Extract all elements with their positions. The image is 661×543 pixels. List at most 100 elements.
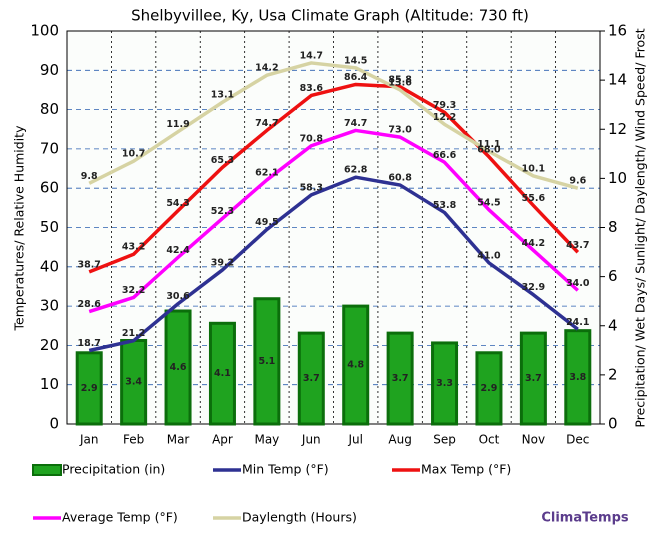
bar-value-label: 3.8 — [569, 372, 586, 383]
x-tick-label: Jan — [79, 433, 99, 447]
bar — [297, 331, 325, 426]
x-tick-label: Oct — [479, 433, 500, 447]
y-axis-title: Temperatures/ Relative Humidity — [12, 125, 27, 332]
line-value-label: 14.7 — [300, 50, 323, 61]
bar — [475, 351, 503, 426]
line-value-label: 18.7 — [77, 338, 100, 349]
line-value-label: 86.4 — [344, 72, 368, 83]
line-value-label: 11.9 — [166, 119, 189, 130]
line-value-label: 54.3 — [166, 198, 189, 209]
bar-value-label: 4.1 — [214, 368, 231, 379]
line-value-label: 14.2 — [255, 63, 278, 74]
line-value-label: 32.2 — [122, 285, 145, 296]
bar — [386, 331, 414, 426]
y-tick-label: 70 — [40, 139, 59, 157]
y2-tick-label: 2 — [608, 365, 618, 383]
line-value-label: 10.7 — [122, 149, 145, 160]
line-value-label: 79.3 — [433, 100, 456, 111]
line-value-label: 32.9 — [522, 282, 545, 293]
bar — [564, 329, 592, 426]
x-tick-label: Dec — [566, 433, 589, 447]
legend-label: Precipitation (in) — [62, 462, 165, 477]
bar — [431, 341, 459, 426]
line-value-label: 9.6 — [569, 176, 586, 187]
line-value-label: 54.5 — [477, 197, 500, 208]
line-value-label: 74.7 — [255, 118, 278, 129]
line-value-label: 28.6 — [77, 299, 101, 310]
line-value-label: 43.2 — [122, 242, 145, 253]
line-value-label: 10.1 — [522, 163, 545, 174]
line-value-label: 66.6 — [433, 150, 457, 161]
line-value-label: 13.1 — [211, 90, 234, 101]
watermark: ClimaTemps — [541, 511, 629, 526]
line-value-label: 60.8 — [388, 173, 412, 184]
line-value-label: 38.7 — [77, 259, 100, 270]
y-tick-label: 80 — [40, 100, 59, 118]
bar-value-label: 3.7 — [525, 373, 542, 384]
y-tick-label: 60 — [40, 179, 59, 197]
bar-value-label: 3.7 — [303, 373, 320, 384]
legend-label: Average Temp (°F) — [62, 510, 178, 525]
y2-tick-label: 14 — [608, 71, 627, 89]
y2-tick-label: 6 — [608, 267, 618, 285]
line-value-label: 44.2 — [522, 238, 545, 249]
line — [88, 175, 579, 353]
bar-value-label: 2.9 — [481, 383, 498, 394]
x-tick-label: May — [254, 433, 279, 447]
line — [88, 128, 579, 314]
line-value-label: 85.8 — [388, 74, 412, 85]
y-tick-label: 90 — [40, 61, 59, 79]
line-value-label: 24.1 — [566, 317, 589, 328]
y-tick-label: 40 — [40, 257, 59, 275]
bar — [164, 309, 192, 426]
bar-value-label: 4.6 — [170, 362, 187, 373]
line-value-label: 74.7 — [344, 118, 367, 129]
line-value-label: 34.0 — [566, 278, 590, 289]
y2-tick-label: 0 — [608, 415, 618, 433]
x-tick-label: Apr — [212, 433, 233, 447]
y2-tick-label: 12 — [608, 120, 627, 138]
x-tick-label: Sep — [433, 433, 456, 447]
bar — [208, 321, 236, 426]
y-tick-label: 100 — [30, 22, 59, 40]
x-tick-label: Feb — [123, 433, 144, 447]
plot-frame — [66, 30, 601, 425]
line-value-label: 39.2 — [211, 257, 234, 268]
bar-value-label: 4.8 — [347, 360, 364, 371]
x-tick-label: Jul — [347, 433, 362, 447]
bar-value-label: 2.9 — [81, 383, 98, 394]
y2-tick-label: 16 — [608, 22, 627, 40]
line-value-label: 42.4 — [166, 245, 190, 256]
line-value-label: 62.1 — [255, 167, 278, 178]
bar-value-label: 5.1 — [258, 356, 275, 367]
y-tick-label: 0 — [49, 415, 59, 433]
legend-label: Max Temp (°F) — [421, 462, 511, 477]
bar — [75, 351, 103, 426]
line-value-label: 73.0 — [388, 125, 412, 136]
line-value-label: 43.7 — [566, 240, 589, 251]
bar-value-label: 3.7 — [392, 373, 409, 384]
line-value-label: 11.1 — [477, 139, 500, 150]
bar — [253, 297, 281, 426]
line-value-label: 52.3 — [211, 206, 234, 217]
line-value-label: 12.2 — [433, 112, 456, 123]
line — [88, 82, 580, 274]
line-value-label: 30.6 — [166, 291, 190, 302]
line-value-label: 83.6 — [300, 83, 324, 94]
line-value-label: 65.3 — [211, 155, 234, 166]
line-value-label: 62.8 — [344, 165, 368, 176]
bar — [342, 304, 370, 426]
legend-swatch — [32, 464, 62, 476]
bar-value-label: 3.3 — [436, 378, 453, 389]
bar-value-label: 3.4 — [125, 377, 142, 388]
line-value-label: 13.6 — [388, 77, 412, 88]
line-value-label: 41.0 — [477, 250, 501, 261]
line-value-label: 14.5 — [344, 55, 367, 66]
y2-axis-title: Precipitation/ Wet Days/ Sunlight/ Dayle… — [633, 28, 648, 427]
line-value-label: 55.6 — [522, 193, 546, 204]
x-tick-label: Aug — [388, 433, 411, 447]
x-tick-label: Mar — [167, 433, 190, 447]
line — [88, 61, 579, 190]
line-value-label: 9.8 — [81, 171, 98, 182]
line-value-label: 53.8 — [433, 200, 457, 211]
